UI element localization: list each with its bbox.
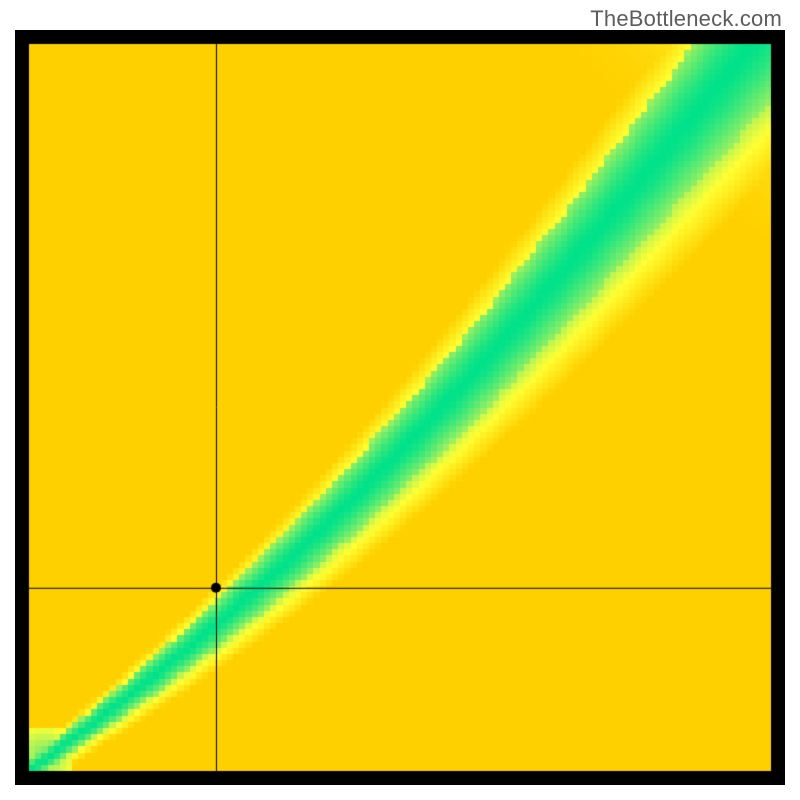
watermark: TheBottleneck.com xyxy=(590,6,782,32)
plot-area xyxy=(15,30,785,785)
chart-container: TheBottleneck.com xyxy=(0,0,800,800)
crosshair-overlay xyxy=(15,30,785,785)
